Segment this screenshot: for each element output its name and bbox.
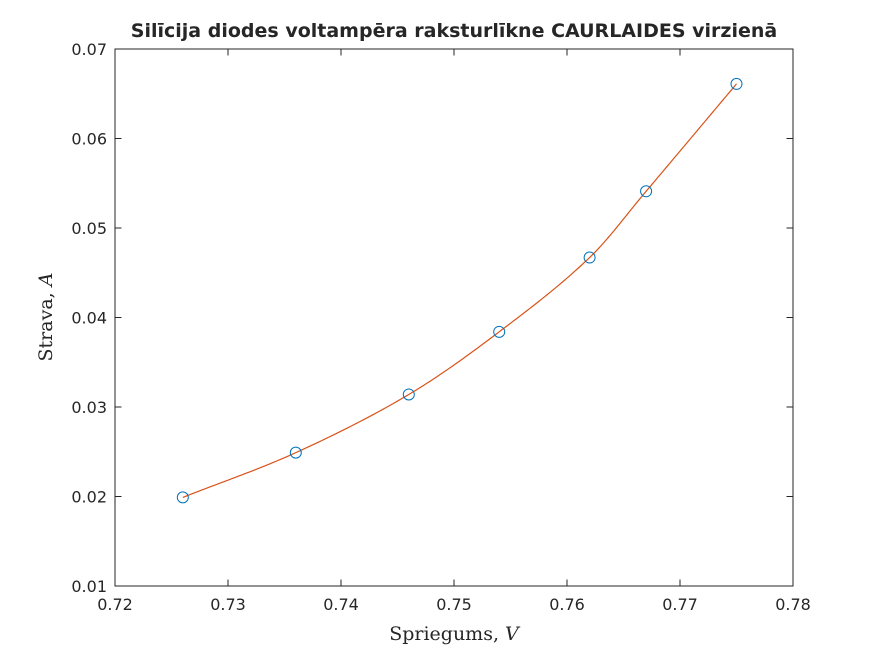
x-axis-label-text: Spriegums, bbox=[389, 623, 499, 645]
y-axis-label: Strava, A bbox=[35, 273, 57, 362]
data-point-marker bbox=[289, 446, 302, 459]
plot-area bbox=[114, 48, 794, 587]
fit-curve-line bbox=[182, 83, 737, 498]
x-axis-label-var: V bbox=[505, 623, 521, 645]
data-point-marker bbox=[402, 388, 415, 401]
x-tick-label: 0.72 bbox=[97, 595, 133, 614]
x-tick-label: 0.73 bbox=[210, 595, 246, 614]
x-tick-label: 0.78 bbox=[775, 595, 811, 614]
chart-title: Silīcija diodes voltampēra raksturlīkne … bbox=[131, 20, 777, 42]
y-tick-label: 0.03 bbox=[71, 398, 107, 417]
x-axis-label: Spriegums, V bbox=[389, 623, 521, 645]
data-point-marker bbox=[493, 325, 506, 338]
y-tick-label: 0.04 bbox=[71, 309, 107, 328]
ticks: 0.72 0.73 0.74 0.75 0.76 0.77 0.78 0.01 0.02 0.03… bbox=[71, 40, 810, 614]
data-point-marker bbox=[583, 251, 596, 264]
y-axis-label-var: A bbox=[35, 273, 57, 289]
data-point-marker bbox=[640, 185, 653, 198]
y-tick-label: 0.07 bbox=[71, 40, 107, 59]
y-tick-label: 0.02 bbox=[71, 488, 107, 507]
x-tick-label: 0.76 bbox=[549, 595, 585, 614]
y-tick-label: 0.01 bbox=[71, 577, 107, 596]
curve-layer bbox=[182, 83, 737, 498]
y-tick-label: 0.06 bbox=[71, 130, 107, 149]
data-point-marker bbox=[730, 77, 743, 90]
y-axis-label-text: Strava, bbox=[35, 292, 57, 361]
y-tick-label: 0.05 bbox=[71, 219, 107, 238]
x-tick-label: 0.77 bbox=[662, 595, 698, 614]
x-tick-label: 0.74 bbox=[323, 595, 359, 614]
x-tick-label: 0.75 bbox=[436, 595, 472, 614]
marker-layer bbox=[176, 77, 743, 504]
data-point-marker bbox=[176, 491, 189, 504]
